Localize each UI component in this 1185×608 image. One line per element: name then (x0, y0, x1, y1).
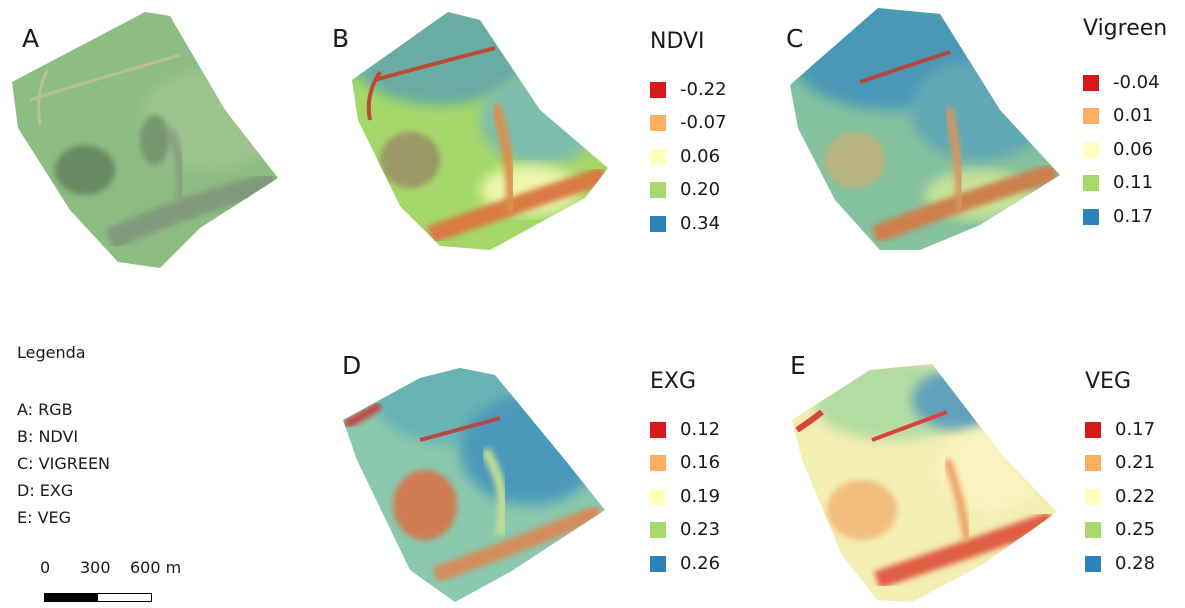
legend-value: 0.28 (1115, 552, 1156, 574)
legend-value: 0.22 (1115, 485, 1156, 507)
scale-bar: 0 300 600 m (40, 558, 200, 608)
legend-exg-title: EXG (650, 369, 697, 394)
legend-swatch (1083, 108, 1099, 125)
legend-entry: 0.28 (1085, 547, 1155, 581)
legend-value: -0.07 (680, 112, 727, 134)
panel-key-item: D: EXG (17, 481, 74, 500)
legend-entry: 0.20 (650, 174, 727, 208)
legend-entry: 0.21 (1085, 447, 1155, 481)
legend-entry: -0.04 (1083, 66, 1167, 100)
legend-swatch (1085, 455, 1101, 472)
legend-value: 0.06 (680, 145, 721, 167)
legend-entry: 0.23 (650, 514, 720, 548)
panel-e-map-veg (792, 364, 1057, 602)
panel-a-map-rgb (12, 12, 278, 268)
legend-entry: 0.17 (1085, 413, 1155, 447)
legend-swatch (1083, 74, 1099, 91)
panel-c-letter: C (786, 24, 804, 53)
legend-veg: VEG 0.17 0.21 0.22 0.25 0.28 (1085, 371, 1155, 581)
legend-swatch (1085, 555, 1101, 572)
legend-swatch (650, 215, 666, 232)
legend-entry: 0.16 (650, 447, 720, 481)
legend-value: 0.17 (1115, 418, 1156, 440)
legend-entry: 0.25 (1085, 514, 1155, 548)
legend-entry: 0.11 (1083, 167, 1167, 201)
legend-value: 0.01 (1113, 105, 1154, 127)
panel-a-letter: A (22, 24, 40, 53)
legend-swatch (1083, 175, 1099, 192)
legend-entry: 0.17 (1083, 200, 1167, 234)
legend-swatch (650, 182, 666, 199)
legend-value: 0.06 (1113, 138, 1154, 160)
scale-label-0: 0 (40, 558, 51, 577)
legend-swatch (650, 115, 666, 132)
legend-swatch (1083, 208, 1099, 225)
legend-vigreen-title: Vigreen (1083, 16, 1168, 41)
legend-ndvi: NDVI -0.22 -0.07 0.06 0.20 0.34 (650, 31, 727, 241)
legend-value: -0.04 (1113, 71, 1160, 93)
legend-swatch (650, 522, 666, 539)
legend-value: 0.21 (1115, 452, 1156, 474)
legend-entry: 0.19 (650, 480, 720, 514)
legend-entry: 0.22 (1085, 480, 1155, 514)
panel-key-item: C: VIGREEN (17, 454, 111, 473)
legend-entry: 0.06 (650, 140, 727, 174)
legend-swatch (650, 421, 666, 438)
panel-e-letter: E (790, 351, 806, 380)
panel-key: Legenda A: RGB B: NDVI C: VIGREEN D: EXG… (17, 343, 110, 531)
legend-value: 0.34 (680, 212, 721, 234)
legend-value: 0.11 (1113, 172, 1154, 194)
scale-bar-graphic (44, 593, 152, 602)
legend-value: 0.16 (680, 452, 721, 474)
legend-swatch (650, 81, 666, 98)
legend-exg: EXG 0.12 0.16 0.19 0.23 0.26 (650, 371, 720, 581)
legend-swatch (1085, 488, 1101, 505)
legend-value: 0.17 (1113, 205, 1154, 227)
legend-vigreen: Vigreen -0.04 0.01 0.06 0.11 0.17 (1083, 18, 1167, 234)
legend-value: -0.22 (680, 78, 727, 100)
legend-swatch (1085, 421, 1101, 438)
legend-entry: 0.26 (650, 547, 720, 581)
legend-swatch (1083, 141, 1099, 158)
legend-entry: -0.22 (650, 73, 727, 107)
legend-value: 0.26 (680, 552, 721, 574)
panel-d-letter: D (342, 351, 362, 380)
legend-value: 0.12 (680, 418, 721, 440)
legend-entry: 0.06 (1083, 133, 1167, 167)
legend-swatch (650, 455, 666, 472)
legend-entry: 0.12 (650, 413, 720, 447)
legend-value: 0.20 (680, 179, 721, 201)
panel-key-title: Legenda (17, 343, 86, 362)
legend-entry: 0.34 (650, 207, 727, 241)
scale-label-600: 600 m (130, 558, 182, 577)
panel-b-letter: B (332, 24, 350, 53)
panel-key-item: B: NDVI (17, 427, 79, 446)
legend-swatch (1085, 522, 1101, 539)
legend-veg-title: VEG (1085, 369, 1131, 394)
panel-d-map-exg (343, 368, 605, 602)
legend-entry: -0.07 (650, 107, 727, 141)
panel-key-item: E: VEG (17, 508, 72, 527)
legend-swatch (650, 555, 666, 572)
panel-b-map-ndvi (352, 12, 608, 250)
legend-ndvi-title: NDVI (650, 29, 705, 54)
legend-value: 0.23 (680, 519, 721, 541)
legend-swatch (650, 148, 666, 165)
legend-swatch (650, 488, 666, 505)
legend-value: 0.25 (1115, 519, 1156, 541)
scale-label-300: 300 (80, 558, 111, 577)
legend-value: 0.19 (680, 485, 721, 507)
legend-entry: 0.01 (1083, 100, 1167, 134)
panel-c-map-vigreen (790, 8, 1060, 250)
panel-key-item: A: RGB (17, 400, 73, 419)
